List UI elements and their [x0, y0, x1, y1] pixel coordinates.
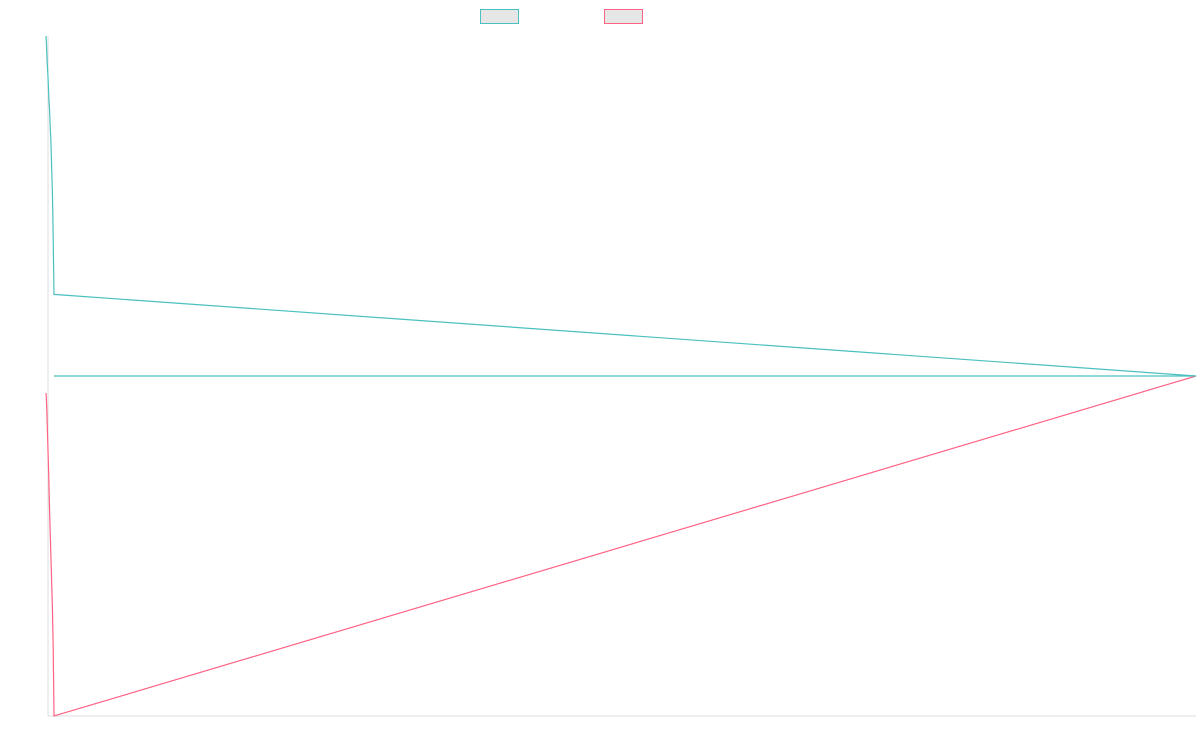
- legend-item-series-1[interactable]: [480, 9, 525, 24]
- legend-item-series-2[interactable]: [604, 9, 649, 24]
- series-layer: [45, 35, 1197, 717]
- legend-swatch-series-1: [480, 9, 519, 24]
- legend-swatch-series-2: [604, 9, 643, 24]
- legend: [0, 9, 1200, 27]
- series-line-2[interactable]: [45, 375, 1197, 717]
- series-line-1[interactable]: [45, 35, 1197, 377]
